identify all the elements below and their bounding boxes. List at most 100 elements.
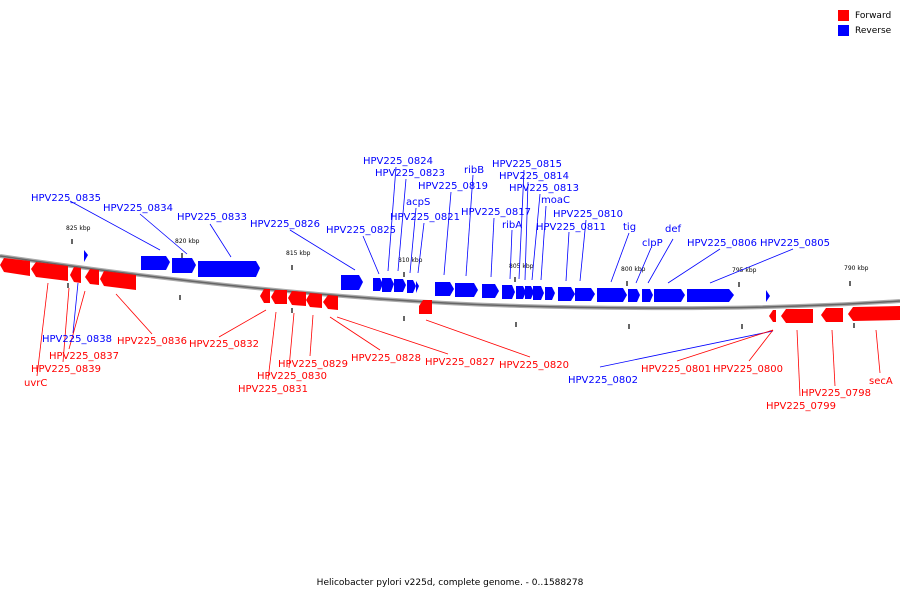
gene-arrow[interactable] bbox=[323, 295, 338, 310]
gene-label[interactable]: HPV225_0810 bbox=[553, 209, 623, 220]
gene-arrow[interactable] bbox=[642, 289, 653, 302]
gene-arrow[interactable] bbox=[848, 306, 900, 321]
gene-arrow[interactable] bbox=[70, 267, 81, 283]
gene-arrow[interactable] bbox=[558, 287, 575, 301]
gene-label[interactable]: HPV225_0801 bbox=[641, 364, 711, 375]
gene-arrow[interactable] bbox=[455, 283, 478, 297]
strand-legend: Forward Reverse bbox=[838, 8, 891, 38]
gene-label[interactable]: ribB bbox=[464, 165, 484, 176]
gene-label[interactable]: HPV225_0798 bbox=[801, 388, 871, 399]
gene-label[interactable]: HPV225_0820 bbox=[499, 360, 569, 371]
scale-label: 825 kbp bbox=[66, 225, 91, 232]
gene-arrow[interactable] bbox=[435, 282, 454, 296]
gene-label[interactable]: HPV225_0839 bbox=[31, 364, 101, 375]
scale-label: 790 kbp bbox=[844, 265, 869, 272]
gene-arrow[interactable] bbox=[373, 278, 383, 291]
gene-arrow[interactable] bbox=[545, 287, 555, 300]
scale-label: 800 kbp bbox=[621, 266, 646, 273]
gene-arrow[interactable] bbox=[141, 256, 170, 270]
gene-label[interactable]: HPV225_0819 bbox=[418, 181, 488, 192]
reverse-leader-lines bbox=[69, 166, 794, 368]
gene-arrow[interactable] bbox=[341, 275, 363, 290]
gene-arrow[interactable] bbox=[100, 271, 136, 290]
gene-label[interactable]: HPV225_0835 bbox=[31, 193, 101, 204]
gene-arrow[interactable] bbox=[533, 286, 544, 300]
gene-arrow[interactable] bbox=[394, 279, 406, 292]
gene-label[interactable]: ribA bbox=[502, 220, 522, 231]
gene-label[interactable]: tig bbox=[623, 222, 636, 233]
gene-arrow[interactable] bbox=[306, 293, 322, 308]
scale-label: 805 kbp bbox=[509, 263, 534, 270]
gene-label[interactable]: HPV225_0814 bbox=[499, 171, 569, 182]
gene-label[interactable]: HPV225_0800 bbox=[713, 364, 783, 375]
genome-backbone bbox=[0, 254, 900, 311]
gene-label[interactable]: HPV225_0815 bbox=[492, 159, 562, 170]
gene-arrow[interactable] bbox=[766, 290, 770, 302]
gene-arrow[interactable] bbox=[416, 281, 419, 293]
gene-label[interactable]: HPV225_0826 bbox=[250, 219, 320, 230]
forward-leader-lines bbox=[36, 282, 881, 397]
gene-arrow[interactable] bbox=[271, 290, 287, 304]
gene-label[interactable]: moaC bbox=[541, 195, 570, 206]
gene-label[interactable]: HPV225_0828 bbox=[351, 353, 421, 364]
legend-label-reverse: Reverse bbox=[855, 25, 892, 36]
gene-arrow[interactable] bbox=[769, 310, 776, 322]
gene-arrow[interactable] bbox=[198, 261, 260, 277]
legend-item-reverse[interactable]: Reverse bbox=[838, 23, 891, 38]
reverse-swatch-icon bbox=[838, 25, 849, 36]
gene-arrow[interactable] bbox=[525, 286, 534, 299]
gene-arrow[interactable] bbox=[0, 258, 30, 276]
gene-label[interactable]: HPV225_0805 bbox=[760, 238, 830, 249]
gene-label[interactable]: HPV225_0834 bbox=[103, 203, 173, 214]
gene-label[interactable]: HPV225_0831 bbox=[238, 384, 308, 395]
gene-arrow[interactable] bbox=[687, 289, 734, 302]
gene-label[interactable]: acpS bbox=[406, 197, 430, 208]
gene-label[interactable]: HPV225_0833 bbox=[177, 212, 247, 223]
gene-arrow[interactable] bbox=[781, 309, 813, 323]
gene-label[interactable]: HPV225_0832 bbox=[189, 339, 259, 350]
gene-label[interactable]: HPV225_0829 bbox=[278, 359, 348, 370]
gene-arrow[interactable] bbox=[85, 269, 99, 285]
gene-arrow[interactable] bbox=[407, 280, 416, 293]
gene-arrow[interactable] bbox=[31, 262, 68, 281]
gene-label[interactable]: HPV225_0837 bbox=[49, 351, 119, 362]
gene-arrow[interactable] bbox=[84, 250, 88, 262]
gene-arrow[interactable] bbox=[172, 258, 196, 273]
gene-label[interactable]: HPV225_0825 bbox=[326, 225, 396, 236]
gene-arrow[interactable] bbox=[482, 284, 499, 298]
gene-label[interactable]: HPV225_0806 bbox=[687, 238, 757, 249]
gene-label[interactable]: uvrC bbox=[24, 378, 47, 389]
gene-label[interactable]: HPV225_0836 bbox=[117, 336, 187, 347]
gene-arrow[interactable] bbox=[597, 288, 627, 302]
gene-label[interactable]: HPV225_0824 bbox=[363, 156, 433, 167]
forward-gene-labels: uvrC HPV225_0839 HPV225_0837 HPV225_0836… bbox=[24, 336, 893, 412]
gene-label[interactable]: HPV225_0802 bbox=[568, 375, 638, 386]
gene-arrow[interactable] bbox=[821, 308, 843, 322]
gene-label[interactable]: HPV225_0811 bbox=[536, 222, 606, 233]
legend-item-forward[interactable]: Forward bbox=[838, 8, 891, 23]
scale-label: 810 kbp bbox=[398, 257, 423, 264]
gene-label[interactable]: HPV225_0813 bbox=[509, 183, 579, 194]
scale-label: 820 kbp bbox=[175, 238, 200, 245]
gene-label[interactable]: HPV225_0817 bbox=[461, 207, 531, 218]
gene-label[interactable]: HPV225_0827 bbox=[425, 357, 495, 368]
gene-label[interactable]: HPV225_0838 bbox=[42, 334, 112, 345]
gene-label[interactable]: HPV225_0821 bbox=[390, 212, 460, 223]
gene-arrow[interactable] bbox=[516, 286, 526, 299]
forward-swatch-icon bbox=[838, 10, 849, 21]
gene-label[interactable]: HPV225_0823 bbox=[375, 168, 445, 179]
gene-arrow[interactable] bbox=[419, 300, 432, 314]
gene-arrow[interactable] bbox=[575, 288, 595, 301]
gene-arrow[interactable] bbox=[382, 278, 394, 292]
gene-label[interactable]: secA bbox=[869, 376, 893, 387]
reverse-gene-labels: HPV225_0835 HPV225_0834 HPV225_0833 HPV2… bbox=[31, 156, 830, 386]
gene-arrow[interactable] bbox=[654, 289, 685, 302]
gene-arrow[interactable] bbox=[628, 289, 640, 302]
gene-arrow[interactable] bbox=[502, 285, 515, 299]
gene-label[interactable]: HPV225_0799 bbox=[766, 401, 836, 412]
gene-arrow[interactable] bbox=[260, 289, 270, 303]
gene-arrow[interactable] bbox=[288, 291, 306, 306]
gene-label[interactable]: HPV225_0830 bbox=[257, 371, 327, 382]
gene-label[interactable]: clpP bbox=[642, 238, 663, 249]
gene-label[interactable]: def bbox=[665, 224, 682, 235]
